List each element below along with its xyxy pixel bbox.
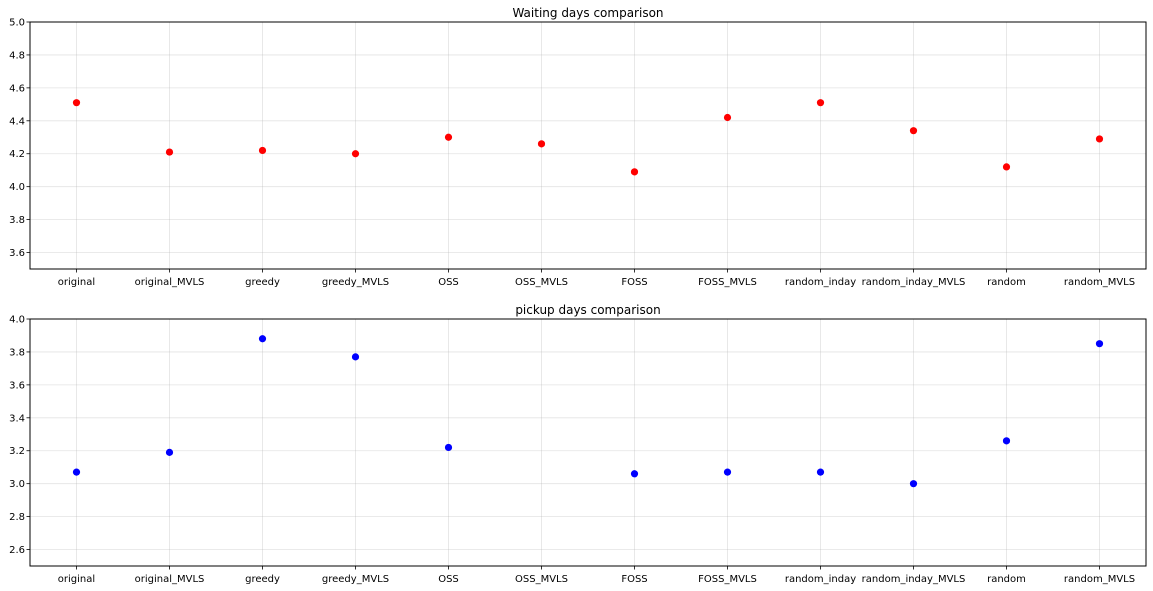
x-tick-label: original: [58, 574, 95, 585]
x-tick-label: FOSS_MVLS: [698, 574, 757, 585]
data-point-random_inday_MVLS: [909, 480, 918, 488]
chart-panel-2: 2.6 2.8 3.0 3.2 3.4 3.6 3.8 4.0 original original…: [9, 303, 1147, 585]
x-tick-label: random_MVLS: [1064, 277, 1135, 288]
y-tick-label: 2.8: [9, 512, 25, 523]
x-tick-label: OSS_MVLS: [515, 574, 568, 585]
y-tick-label: 4.4: [9, 116, 25, 127]
x-tick-label: OSS_MVLS: [515, 277, 568, 288]
y-tick-label: 3.2: [9, 446, 25, 457]
x-tick-label: greedy: [245, 277, 280, 288]
data-point-original: [72, 468, 81, 476]
x-tick-label: original_MVLS: [135, 277, 205, 288]
data-point-FOSS: [630, 470, 639, 478]
x-tick-label: FOSS_MVLS: [698, 277, 757, 288]
x-tick-label: greedy_MVLS: [322, 574, 389, 585]
data-point-random_MVLS: [1095, 135, 1104, 143]
y-tick-label: 3.6: [9, 248, 25, 259]
x-tick-label: original_MVLS: [135, 574, 205, 585]
plot-area-frame: [29, 21, 1147, 270]
data-point-random_inday: [816, 99, 825, 107]
y-tick-label: 3.0: [9, 479, 25, 490]
x-tick-label: original: [58, 277, 95, 288]
x-tick-label: random: [987, 277, 1026, 288]
data-point-FOSS: [630, 168, 639, 176]
x-tick-label: random_inday_MVLS: [862, 574, 966, 585]
y-tick-label: 3.6: [9, 380, 25, 391]
x-tick-label: greedy: [245, 574, 280, 585]
y-tick-label: 4.2: [9, 149, 25, 160]
x-tick-label: FOSS: [621, 277, 647, 288]
data-point-FOSS_MVLS: [723, 468, 732, 476]
x-tick-label: random_inday_MVLS: [862, 277, 966, 288]
data-point-random: [1002, 163, 1011, 171]
y-tick-label: 5.0: [9, 18, 25, 29]
chart-title: pickup days comparison: [515, 303, 660, 317]
data-point-original_MVLS: [165, 448, 174, 456]
plot-area-frame: [29, 318, 1147, 567]
x-tick-label: random_inday: [785, 277, 856, 288]
x-tick-label: greedy_MVLS: [322, 277, 389, 288]
data-point-random_MVLS: [1095, 340, 1104, 348]
data-point-greedy_MVLS: [351, 150, 360, 158]
chart-panel-1: 3.6 3.8 4.0 4.2 4.4 4.6 4.8 5.0 original original…: [9, 6, 1147, 288]
x-tick-label: OSS: [438, 277, 459, 288]
data-point-OSS: [444, 443, 453, 452]
data-point-greedy_MVLS: [351, 353, 360, 361]
x-tick-label: random_inday: [785, 574, 856, 585]
x-tick-label: FOSS: [621, 574, 647, 585]
chart-title: Waiting days comparison: [512, 6, 663, 20]
data-point-random: [1002, 437, 1011, 445]
data-point-OSS: [444, 133, 453, 141]
y-tick-label: 2.6: [9, 545, 25, 556]
data-point-FOSS_MVLS: [723, 113, 732, 122]
data-point-random_inday: [816, 468, 825, 476]
data-point-original_MVLS: [165, 148, 174, 156]
y-tick-label: 4.6: [9, 83, 25, 94]
y-tick-label: 4.8: [9, 50, 25, 61]
y-tick-label: 3.8: [9, 215, 25, 226]
data-point-random_inday_MVLS: [909, 127, 918, 135]
data-point-greedy: [258, 146, 267, 155]
data-point-greedy: [258, 335, 267, 343]
x-tick-label: random_MVLS: [1064, 574, 1135, 585]
data-point-original: [72, 99, 81, 107]
x-tick-label: OSS: [438, 574, 459, 585]
y-tick-label: 3.4: [9, 413, 25, 424]
x-tick-label: random: [987, 574, 1026, 585]
y-tick-label: 3.8: [9, 347, 25, 358]
y-tick-label: 4.0: [9, 315, 25, 326]
data-point-OSS_MVLS: [537, 140, 546, 148]
y-tick-label: 4.0: [9, 182, 25, 193]
